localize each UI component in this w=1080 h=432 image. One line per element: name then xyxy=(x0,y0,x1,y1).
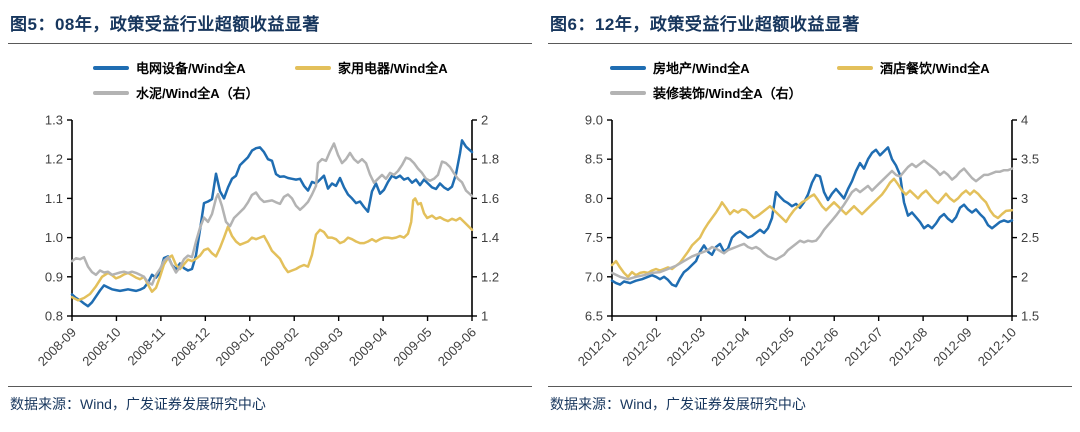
figure-6-legend: 房地产/Wind全A 酒店餐饮/Wind全A 装修装饰/Wind全A（右） xyxy=(540,54,1080,106)
x-axis-tick-label: 2012-01 xyxy=(575,325,619,369)
y-axis-right-tick-label: 3.5 xyxy=(1021,152,1039,167)
legend-item: 酒店餐饮/Wind全A xyxy=(837,58,990,77)
figure-5-legend: 电网设备/Wind全A 家用电器/Wind全A 水泥/Wind全A（右） xyxy=(0,54,540,106)
figure-5-title: 图5：08年，政策受益行业超额收益显著 xyxy=(8,6,532,44)
x-axis-tick-label: 2012-07 xyxy=(841,325,885,369)
y-axis-left-tick-label: 1.2 xyxy=(45,152,63,167)
y-axis-right-tick-label: 1.5 xyxy=(1021,309,1039,324)
x-axis-tick-label: 2012-02 xyxy=(619,325,663,369)
legend-item: 家用电器/Wind全A xyxy=(295,58,448,77)
x-axis-tick-label: 2009-02 xyxy=(257,325,301,369)
x-axis-tick-label: 2012-03 xyxy=(664,325,708,369)
y-axis-right-tick-label: 2 xyxy=(1021,269,1028,284)
legend-line-swatch xyxy=(837,65,873,70)
report-figures-row: 图5：08年，政策受益行业超额收益显著 电网设备/Wind全A 家用电器/Win… xyxy=(0,0,1080,414)
legend-line-swatch xyxy=(610,65,646,70)
y-axis-right-tick-label: 3 xyxy=(1021,191,1028,206)
y-axis-left-tick-label: 0.9 xyxy=(45,269,63,284)
y-axis-left-tick-label: 0.8 xyxy=(45,309,63,324)
x-axis-tick-label: 2008-10 xyxy=(79,325,123,369)
y-axis-left-tick-label: 7.0 xyxy=(585,269,603,284)
y-axis-right-tick-label: 2 xyxy=(481,113,488,128)
legend-item: 房地产/Wind全A xyxy=(610,58,750,77)
y-axis-right-tick-label: 2.5 xyxy=(1021,230,1039,245)
legend-line-swatch xyxy=(93,65,129,70)
legend-line-swatch xyxy=(295,65,331,70)
y-axis-left-tick-label: 7.5 xyxy=(585,230,603,245)
x-axis-tick-label: 2008-09 xyxy=(35,325,79,369)
figure-6-panel: 图6：12年，政策受益行业超额收益显著 房地产/Wind全A 酒店餐饮/Wind… xyxy=(540,0,1080,414)
legend-line-swatch xyxy=(93,90,129,95)
legend-item: 水泥/Wind全A（右） xyxy=(93,83,259,102)
y-axis-left-tick-label: 1.3 xyxy=(45,113,63,128)
x-axis-tick-label: 2012-08 xyxy=(886,325,930,369)
legend-label: 水泥/Wind全A（右） xyxy=(136,86,259,101)
legend-item: 装修装饰/Wind全A（右） xyxy=(610,83,802,102)
y-axis-right-tick-label: 1 xyxy=(481,309,488,324)
legend-line-swatch xyxy=(610,90,646,95)
x-axis-tick-label: 2012-04 xyxy=(708,325,752,369)
y-axis-left-tick-label: 8.0 xyxy=(585,191,603,206)
x-axis-tick-label: 2008-12 xyxy=(168,325,212,369)
y-axis-left-tick-label: 6.5 xyxy=(585,309,603,324)
legend-label: 电网设备/Wind全A xyxy=(136,61,246,76)
figure-6-title: 图6：12年，政策受益行业超额收益显著 xyxy=(548,6,1072,44)
series-line-2 xyxy=(70,142,474,286)
legend-label: 装修装饰/Wind全A（右） xyxy=(653,86,802,101)
x-axis-tick-label: 2009-06 xyxy=(435,325,479,369)
figure-6-source-note: 数据来源：Wind，广发证券发展研究中心 xyxy=(548,386,1072,414)
y-axis-right-tick-label: 1.6 xyxy=(481,191,499,206)
x-axis-tick-label: 2009-04 xyxy=(346,325,390,369)
series-line-0 xyxy=(70,139,474,308)
legend-label: 房地产/Wind全A xyxy=(653,61,750,76)
x-axis-tick-label: 2012-10 xyxy=(975,325,1019,369)
series-line-0 xyxy=(610,146,1014,288)
figure-5-panel: 图5：08年，政策受益行业超额收益显著 电网设备/Wind全A 家用电器/Win… xyxy=(0,0,540,414)
y-axis-right-tick-label: 1.4 xyxy=(481,230,499,245)
y-axis-left-tick-label: 9.0 xyxy=(585,113,603,128)
y-axis-left-tick-label: 1.0 xyxy=(45,230,63,245)
y-axis-right-tick-label: 1.8 xyxy=(481,152,499,167)
series-line-2 xyxy=(610,159,1014,281)
legend-label: 家用电器/Wind全A xyxy=(338,61,448,76)
x-axis-tick-label: 2009-01 xyxy=(213,325,257,369)
x-axis-tick-label: 2009-05 xyxy=(390,325,434,369)
series-line-1 xyxy=(610,177,1014,279)
series-line-1 xyxy=(70,197,474,302)
x-axis-tick-label: 2008-11 xyxy=(124,325,168,369)
legend-item: 电网设备/Wind全A xyxy=(93,58,246,77)
y-axis-right-tick-label: 4 xyxy=(1021,113,1028,128)
x-axis-tick-label: 2009-03 xyxy=(301,325,345,369)
x-axis-tick-label: 2012-05 xyxy=(753,325,797,369)
legend-label: 酒店餐饮/Wind全A xyxy=(880,61,990,76)
x-axis-tick-label: 2012-09 xyxy=(930,325,974,369)
figure-5-source-note: 数据来源：Wind，广发证券发展研究中心 xyxy=(8,386,532,414)
y-axis-left-tick-label: 8.5 xyxy=(585,152,603,167)
y-axis-right-tick-label: 1.2 xyxy=(481,269,499,284)
y-axis-left-tick-label: 1.1 xyxy=(45,191,63,206)
x-axis-tick-label: 2012-06 xyxy=(797,325,841,369)
